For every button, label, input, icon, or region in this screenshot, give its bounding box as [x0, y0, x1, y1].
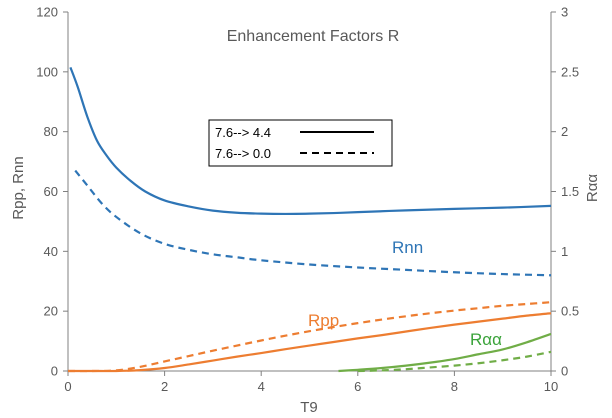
series-line-rpp-solid — [67, 312, 552, 373]
legend-label-solid: 7.6--> 4.4 — [215, 125, 271, 140]
series-line-rnn-solid — [69, 66, 552, 216]
y-right-tick-label: 0 — [561, 364, 568, 379]
x-tick-label: 10 — [544, 379, 558, 394]
y-left-tick-label: 0 — [51, 364, 58, 379]
y-left-tick-label: 120 — [36, 5, 58, 20]
x-tick-label: 6 — [354, 379, 361, 394]
x-tick-label: 4 — [258, 379, 265, 394]
series-line-raa-dashed — [357, 350, 552, 373]
series-layer — [67, 66, 552, 373]
y-right-tick-label: 3 — [561, 5, 568, 20]
legend-label-dashed: 7.6--> 0.0 — [215, 146, 271, 161]
x-axis-title: T9 — [300, 399, 318, 416]
series-line-rnn-dashed — [74, 169, 552, 277]
y-axis-title-left: Rpp, Rnn — [10, 156, 27, 219]
y-right-tick-label: 2.5 — [561, 64, 579, 79]
x-tick-label: 8 — [451, 379, 458, 394]
annotation-rnn: Rnn — [392, 238, 423, 257]
y-left-tick-label: 20 — [44, 304, 58, 319]
x-tick-label: 2 — [161, 379, 168, 394]
series-line-rpp-dashed — [67, 301, 552, 373]
y-left-tick-label: 60 — [44, 184, 58, 199]
y-right-tick-label: 2 — [561, 124, 568, 139]
y-left-tick-label: 100 — [36, 64, 58, 79]
annotation-rpp: Rpp — [308, 311, 339, 330]
chart-title: Enhancement Factors R — [227, 28, 400, 45]
y-left-tick-label: 80 — [44, 124, 58, 139]
x-tick-label: 0 — [64, 379, 71, 394]
y-right-tick-label: 1 — [561, 244, 568, 259]
y-right-tick-label: 0.5 — [561, 304, 579, 319]
y-right-tick-label: 1.5 — [561, 184, 579, 199]
annotation-raa: Rαα — [470, 330, 502, 349]
legend-box — [208, 119, 393, 167]
legend: 7.6--> 4.4 7.6--> 0.0 — [208, 119, 393, 167]
y-axis-title-right: Rαα — [584, 174, 601, 203]
y-left-tick-label: 40 — [44, 244, 58, 259]
series-line-raa-solid — [338, 332, 552, 373]
